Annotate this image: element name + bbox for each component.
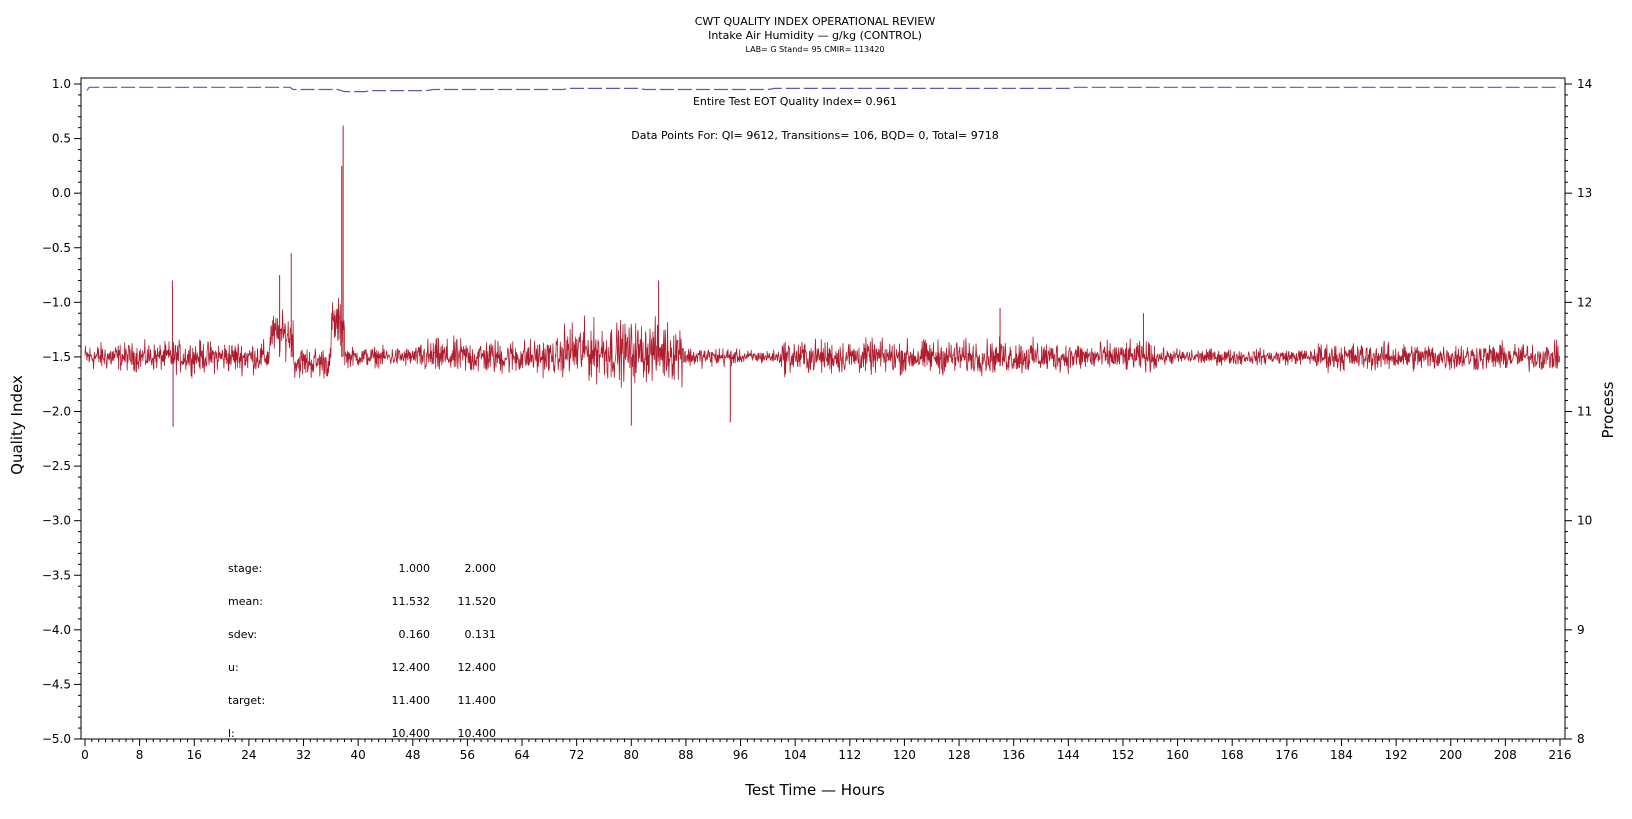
y-left-tick-label: −4.0 — [42, 623, 71, 637]
stats-value: 0.160 — [399, 628, 431, 641]
x-tick-label: 88 — [678, 748, 693, 762]
x-tick-label: 40 — [351, 748, 366, 762]
y-left-tick-label: −4.5 — [42, 677, 71, 691]
y-axis-right-label: Process — [1599, 381, 1617, 438]
stats-value: 12.400 — [392, 661, 431, 674]
y-left-tick-label: −3.0 — [42, 514, 71, 528]
stats-label: sdev: — [228, 628, 257, 641]
stats-value: 12.400 — [458, 661, 497, 674]
x-tick-label: 200 — [1439, 748, 1462, 762]
axis-ticks: 0 8 16 24 32 40 48 56 64 72 80 88 96 104 112 120 128 136 1… — [42, 77, 1592, 762]
y-left-tick-label: −2.0 — [42, 405, 71, 419]
y-axis-left-label: Quality Index — [8, 375, 26, 475]
x-tick-label: 64 — [514, 748, 529, 762]
stats-value: 10.400 — [458, 727, 497, 740]
x-tick-label: 208 — [1494, 748, 1517, 762]
y-left-tick-label: −3.5 — [42, 568, 71, 582]
x-tick-label: 128 — [948, 748, 971, 762]
stats-value: 10.400 — [392, 727, 431, 740]
x-tick-label: 120 — [893, 748, 916, 762]
y-left-tick-label: −2.5 — [42, 459, 71, 473]
stats-label: u: — [228, 661, 239, 674]
y-left-tick-label: −1.5 — [42, 350, 71, 364]
stats-label: mean: — [228, 595, 263, 608]
x-tick-label: 216 — [1549, 748, 1572, 762]
stats-label: stage: — [228, 562, 262, 575]
chart-subtitle: Intake Air Humidity — g/kg (CONTROL) — [708, 29, 922, 42]
stats-value: 11.532 — [392, 595, 431, 608]
stats-table: stage: 1.000 2.000 mean: 11.532 11.520 s… — [228, 562, 496, 740]
x-tick-label: 32 — [296, 748, 311, 762]
x-tick-label: 56 — [460, 748, 475, 762]
stats-value: 11.400 — [392, 694, 431, 707]
x-tick-label: 144 — [1057, 748, 1080, 762]
y-left-tick-label: −0.5 — [42, 241, 71, 255]
y-right-tick-label: 12 — [1577, 295, 1592, 309]
stats-value: 2.000 — [465, 562, 497, 575]
stats-value: 11.400 — [458, 694, 497, 707]
stats-label: l: — [228, 727, 235, 740]
y-right-tick-label: 13 — [1577, 186, 1592, 200]
x-tick-label: 48 — [405, 748, 420, 762]
eot-annotation: Entire Test EOT Quality Index= 0.961 — [693, 95, 897, 108]
y-left-tick-label: −1.0 — [42, 295, 71, 309]
y-left-tick-label: 0.0 — [52, 186, 71, 200]
chart-title: CWT QUALITY INDEX OPERATIONAL REVIEW — [695, 15, 936, 28]
quality-index-line — [86, 86, 1560, 93]
chart-subtitle-2: LAB= G Stand= 95 CMIR= 113420 — [745, 45, 884, 54]
x-tick-label: 80 — [624, 748, 639, 762]
y-right-tick-label: 14 — [1577, 77, 1592, 91]
x-tick-label: 16 — [187, 748, 202, 762]
y-right-tick-label: 11 — [1577, 405, 1592, 419]
x-tick-label: 104 — [784, 748, 807, 762]
x-tick-label: 192 — [1385, 748, 1408, 762]
x-tick-label: 168 — [1221, 748, 1244, 762]
plot-frame — [80, 77, 1566, 740]
quality-index-series — [86, 86, 1560, 93]
x-tick-label: 24 — [241, 748, 256, 762]
x-tick-label: 184 — [1330, 748, 1353, 762]
stats-label: target: — [228, 694, 265, 707]
x-tick-label: 136 — [1002, 748, 1025, 762]
x-axis-label: Test Time — Hours — [744, 781, 885, 799]
y-left-tick-label: −5.0 — [42, 732, 71, 746]
datapoints-annotation: Data Points For: QI= 9612, Transitions= … — [631, 129, 999, 142]
process-series — [84, 125, 1560, 427]
x-tick-label: 8 — [136, 748, 144, 762]
x-tick-label: 96 — [733, 748, 748, 762]
x-tick-label: 72 — [569, 748, 584, 762]
stats-value: 11.520 — [458, 595, 497, 608]
stats-value: 0.131 — [465, 628, 497, 641]
stats-value: 1.000 — [399, 562, 431, 575]
y-right-tick-label: 9 — [1577, 623, 1585, 637]
x-tick-label: 160 — [1166, 748, 1189, 762]
y-right-tick-label: 8 — [1577, 732, 1585, 746]
y-left-tick-label: 1.0 — [52, 77, 71, 91]
x-tick-label: 0 — [81, 748, 89, 762]
x-tick-label: 152 — [1112, 748, 1135, 762]
x-tick-label: 112 — [838, 748, 861, 762]
y-left-tick-label: 0.5 — [52, 132, 71, 146]
x-tick-label: 176 — [1275, 748, 1298, 762]
process-line — [84, 297, 1560, 388]
y-right-tick-label: 10 — [1577, 514, 1592, 528]
